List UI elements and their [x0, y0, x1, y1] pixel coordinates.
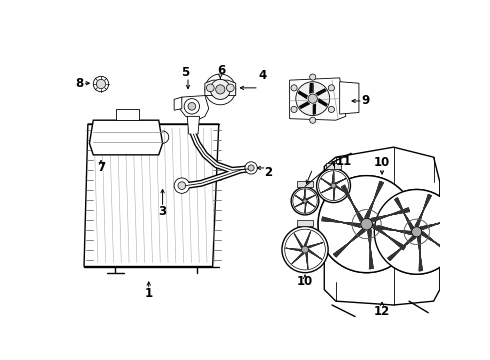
Polygon shape	[84, 124, 219, 266]
Circle shape	[291, 187, 319, 215]
Circle shape	[361, 218, 372, 230]
Circle shape	[291, 106, 297, 112]
Polygon shape	[326, 163, 341, 169]
Circle shape	[245, 162, 257, 174]
Circle shape	[174, 178, 190, 193]
Circle shape	[188, 103, 196, 110]
Circle shape	[205, 74, 236, 105]
Text: 8: 8	[75, 77, 83, 90]
Polygon shape	[205, 80, 236, 95]
Circle shape	[93, 76, 109, 92]
Polygon shape	[340, 82, 359, 114]
Text: 10: 10	[374, 156, 390, 169]
Circle shape	[301, 246, 309, 253]
Text: 12: 12	[374, 305, 390, 318]
Text: 1: 1	[145, 287, 153, 300]
Circle shape	[310, 74, 316, 80]
Text: 5: 5	[182, 66, 190, 79]
Circle shape	[331, 183, 336, 188]
Circle shape	[318, 176, 415, 273]
Text: 2: 2	[264, 166, 272, 179]
Circle shape	[293, 189, 317, 213]
Circle shape	[328, 85, 335, 91]
Circle shape	[285, 229, 325, 270]
Circle shape	[178, 182, 186, 189]
Circle shape	[317, 169, 350, 203]
Polygon shape	[297, 220, 313, 226]
Polygon shape	[290, 78, 346, 120]
Circle shape	[412, 227, 422, 237]
Circle shape	[248, 165, 254, 171]
Circle shape	[216, 85, 225, 94]
Text: 11: 11	[335, 154, 352, 167]
Circle shape	[374, 189, 459, 274]
Polygon shape	[179, 95, 209, 120]
Polygon shape	[297, 181, 313, 187]
Circle shape	[296, 82, 330, 116]
Circle shape	[318, 176, 415, 273]
Circle shape	[184, 99, 199, 114]
Circle shape	[226, 84, 234, 92]
Circle shape	[310, 117, 316, 123]
Circle shape	[206, 84, 214, 92]
Text: 10: 10	[297, 275, 313, 288]
Circle shape	[328, 106, 335, 112]
Text: 6: 6	[218, 64, 226, 77]
Circle shape	[303, 199, 307, 203]
Text: 4: 4	[259, 69, 267, 82]
Polygon shape	[89, 120, 163, 155]
Polygon shape	[174, 97, 182, 110]
Polygon shape	[187, 116, 199, 134]
Circle shape	[308, 94, 318, 103]
Circle shape	[361, 218, 372, 230]
Circle shape	[210, 80, 230, 99]
Text: 7: 7	[97, 161, 105, 175]
Circle shape	[282, 226, 328, 273]
Circle shape	[291, 85, 297, 91]
Polygon shape	[117, 109, 140, 120]
Text: 3: 3	[158, 204, 167, 217]
Text: 9: 9	[361, 94, 369, 107]
Circle shape	[374, 189, 459, 274]
Circle shape	[318, 171, 348, 201]
Circle shape	[97, 80, 106, 89]
Circle shape	[412, 227, 422, 237]
